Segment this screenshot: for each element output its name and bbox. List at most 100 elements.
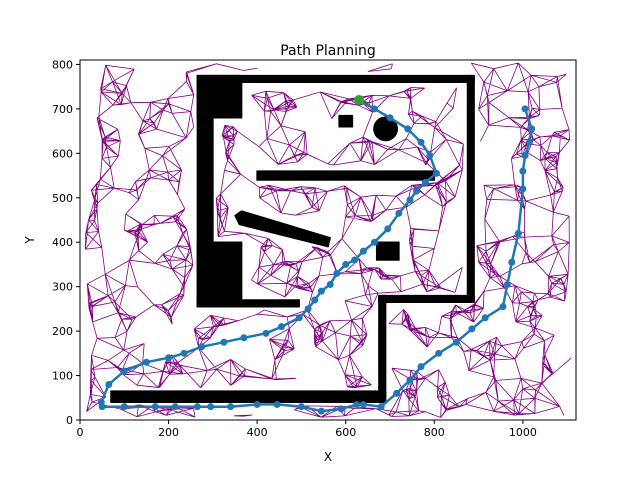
path-point — [342, 260, 350, 268]
path-point — [481, 314, 489, 322]
path-point — [395, 209, 403, 217]
path-point — [120, 403, 128, 411]
x-tick-label: 1000 — [509, 426, 537, 439]
path-point — [521, 105, 529, 113]
path-point — [508, 258, 516, 266]
path-point — [359, 247, 367, 255]
path-point — [406, 376, 414, 384]
path-point — [351, 256, 359, 264]
obstacle-7 — [378, 294, 387, 397]
obstacle-8 — [110, 390, 387, 403]
obstacle-13 — [373, 116, 398, 142]
path-point — [377, 403, 385, 411]
path-point — [171, 403, 179, 411]
path-point — [227, 403, 235, 411]
path-point — [151, 403, 159, 411]
path-point — [499, 303, 507, 311]
path-point — [519, 167, 527, 175]
obstacle-9 — [256, 170, 436, 181]
path-point — [207, 403, 215, 411]
path-point — [193, 403, 201, 411]
path-point — [384, 225, 392, 233]
path-point — [273, 400, 281, 408]
plot-frame — [79, 59, 577, 421]
y-tick-label: 700 — [52, 103, 73, 116]
y-tick-label: 400 — [52, 236, 73, 249]
path-point — [278, 323, 285, 331]
obstacle-10 — [338, 114, 354, 128]
path-point — [262, 329, 270, 337]
path-point — [413, 187, 421, 195]
path-point — [297, 403, 305, 411]
path-point — [526, 138, 533, 146]
path-point — [240, 334, 248, 342]
path-point — [519, 185, 527, 193]
obstacles — [110, 74, 475, 403]
path-point — [417, 363, 425, 371]
path-point — [105, 380, 113, 388]
y-tick-label: 600 — [52, 147, 73, 160]
path-point — [421, 178, 429, 186]
path-point — [120, 367, 128, 375]
x-axis-label: X — [324, 450, 332, 464]
y-tick-label: 200 — [52, 325, 73, 338]
path-point — [371, 238, 378, 246]
path-point — [98, 403, 106, 411]
path-point — [521, 152, 529, 160]
chart-title: Path Planning — [280, 43, 376, 59]
path-point — [295, 314, 303, 322]
planned-path — [97, 95, 536, 415]
y-tick-label: 800 — [52, 58, 73, 71]
x-tick-label: 400 — [247, 426, 268, 439]
path-point — [371, 105, 378, 113]
path-point — [317, 287, 325, 295]
y-tick-label: 0 — [66, 414, 73, 427]
path-point — [452, 338, 460, 346]
obstacle-5 — [466, 74, 475, 303]
x-tick-label: 800 — [424, 426, 445, 439]
path-point — [317, 407, 325, 415]
obstacle-11 — [375, 241, 400, 261]
path-point — [393, 389, 401, 397]
path-point — [326, 280, 334, 288]
path-point — [417, 138, 425, 146]
path-point — [404, 125, 412, 133]
y-tick-label: 100 — [52, 370, 73, 383]
path-point — [337, 405, 345, 413]
y-tick-label: 500 — [52, 192, 73, 205]
obstacle-6 — [378, 294, 475, 303]
x-axis-ticks: 0 200 400 600 800 1000 — [77, 420, 537, 439]
path-point — [406, 196, 414, 204]
path-point — [142, 358, 150, 366]
y-axis-label: Y — [23, 236, 37, 245]
path-point — [311, 296, 319, 304]
path-point — [253, 400, 261, 408]
path-point — [468, 325, 476, 333]
path-point — [180, 349, 188, 357]
obstacle-4 — [196, 299, 300, 308]
obstacle-3 — [196, 241, 243, 308]
path-point — [514, 229, 522, 237]
y-axis-ticks: 0 100 200 300 400 500 600 700 800 — [52, 58, 80, 427]
path-point — [220, 338, 228, 346]
path-point — [359, 400, 367, 408]
path-point — [435, 349, 443, 357]
plot-area — [85, 62, 572, 418]
y-tick-label: 300 — [52, 281, 73, 294]
path-point — [426, 152, 434, 160]
path-point — [528, 125, 536, 133]
start-point — [354, 95, 364, 105]
path-point — [386, 114, 394, 122]
path-point — [333, 269, 341, 277]
path-point — [353, 400, 361, 408]
obstacle-12 — [234, 210, 331, 248]
path-point — [198, 343, 206, 351]
x-tick-label: 600 — [335, 426, 356, 439]
path-point — [304, 305, 312, 313]
x-tick-label: 200 — [158, 426, 179, 439]
path-point — [503, 280, 511, 288]
x-tick-label: 0 — [77, 426, 84, 439]
path-point — [433, 169, 440, 177]
path-point — [165, 354, 173, 362]
